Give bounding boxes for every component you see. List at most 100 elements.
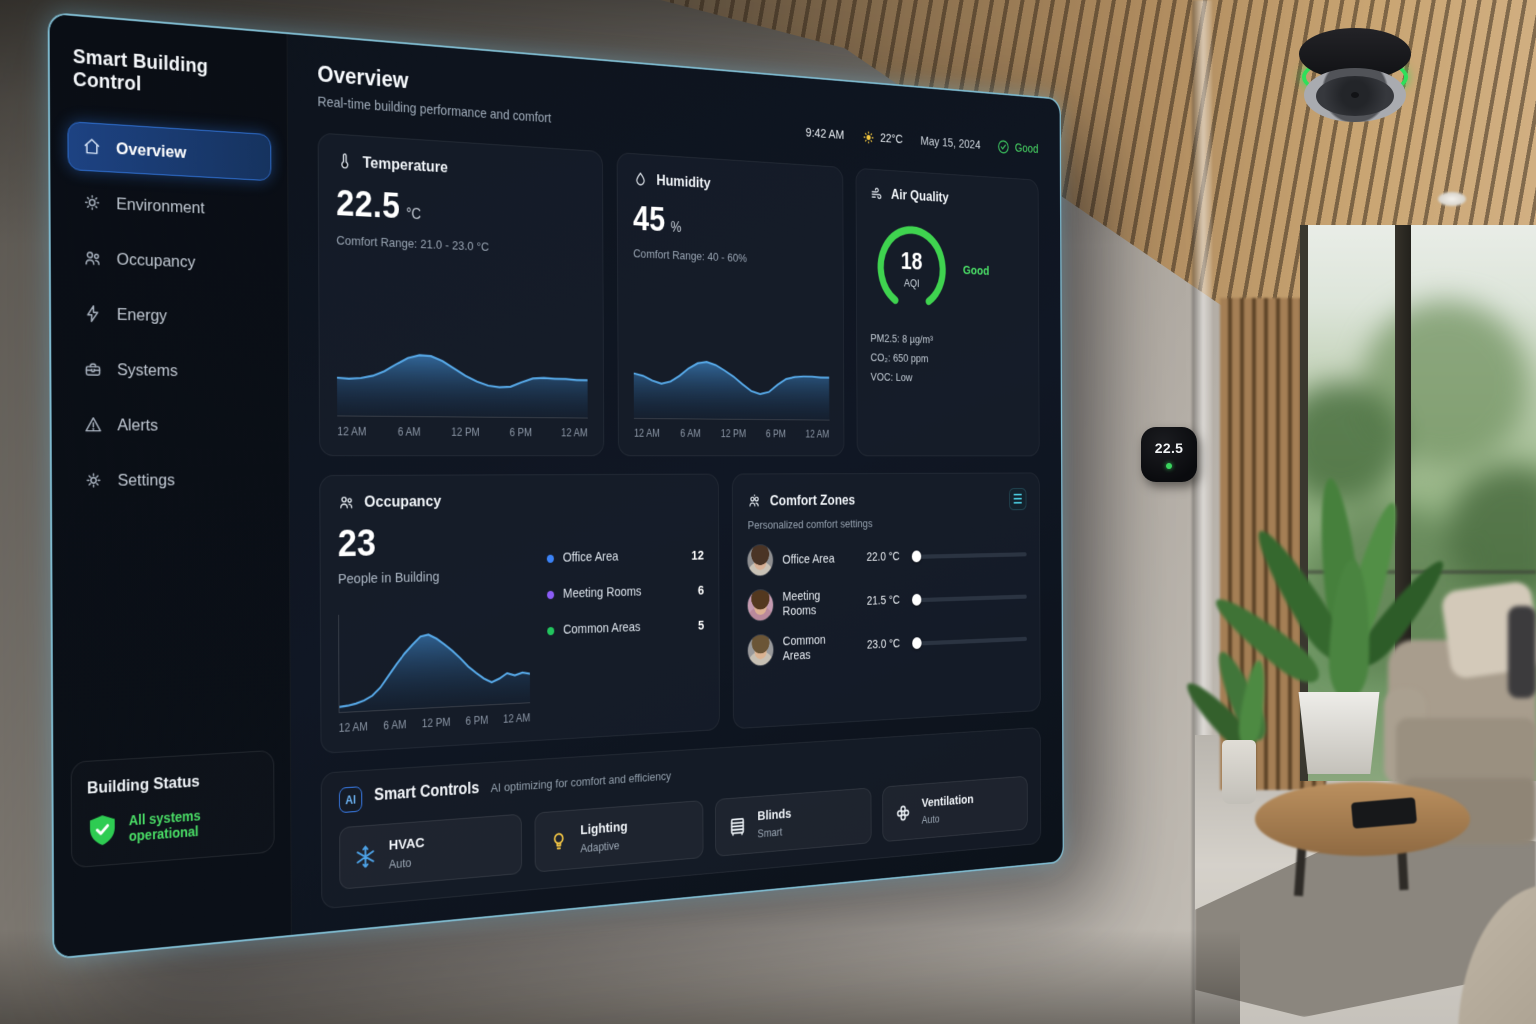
sidebar-item-energy[interactable]: Energy	[68, 289, 272, 343]
people-icon	[82, 247, 102, 269]
small-plant-pot	[1222, 740, 1256, 804]
legend-item-meeting-rooms: Meeting Rooms 6	[547, 583, 704, 603]
sidebar-item-overview[interactable]: Overview	[67, 121, 272, 182]
zone-row-office-area: Office Area 22.0 °C	[747, 540, 1027, 576]
sidebar-item-label: Overview	[115, 138, 187, 162]
weather-display: 22°C	[862, 129, 903, 147]
snowflake-icon	[354, 843, 377, 870]
building-status-message: All systems operational	[128, 807, 201, 845]
card-title: Comfort Zones	[769, 491, 856, 509]
temperature-value: 22.5	[336, 183, 401, 227]
sidebar-item-label: Settings	[117, 470, 175, 490]
avatar	[747, 544, 774, 576]
shield-check-icon	[89, 814, 115, 847]
humidity-value: 45	[632, 200, 666, 240]
sidebar-item-alerts[interactable]: Alerts	[69, 400, 273, 449]
droplet-icon	[633, 170, 648, 189]
ai-badge: AI	[338, 786, 363, 814]
humidity-comfort-range: Comfort Range: 40 - 60%	[633, 246, 747, 265]
x-tick: 6 PM	[465, 713, 489, 728]
slider-knob[interactable]	[911, 550, 922, 563]
app-title: Smart Building Control	[72, 45, 209, 96]
comfort-zones-subtitle: Personalized comfort settings	[747, 516, 873, 532]
avatar	[748, 634, 774, 666]
fan-icon	[894, 801, 912, 825]
thermostat-value: 22.5	[1154, 440, 1184, 456]
sidebar-item-label: Alerts	[117, 415, 159, 434]
x-tick: 12 AM	[338, 720, 368, 735]
x-tick: 6 AM	[680, 426, 701, 440]
legend-dot	[547, 626, 555, 635]
card-title: Air Quality	[890, 186, 949, 206]
hvac-control-button[interactable]: HVAC Auto	[339, 813, 523, 890]
comfort-zones-menu-button[interactable]	[1009, 487, 1027, 510]
x-tick: 6 AM	[383, 717, 407, 733]
wind-icon	[870, 185, 884, 203]
humidity-unit: %	[670, 220, 682, 236]
status-bar: 9:42 AM 22°C May 15, 2024 Good	[806, 124, 1039, 160]
humidity-card: Humidity 45% Comfort Range: 40 - 60%	[616, 152, 845, 456]
office-area-temp-slider[interactable]	[911, 550, 1027, 563]
time-display: 9:42 AM	[805, 125, 845, 143]
detector-center	[1351, 92, 1359, 98]
x-tick: 12 AM	[337, 424, 367, 438]
legend-item-office-area: Office Area 12	[547, 548, 704, 566]
x-tick: 12 PM	[451, 425, 480, 439]
blinds-control-button[interactable]: Blinds Smart	[715, 787, 872, 857]
blinds-icon	[728, 814, 748, 839]
sidebar-item-systems[interactable]: Systems	[69, 344, 273, 395]
x-tick: 12 PM	[421, 715, 451, 731]
occupancy-chart: 12 AM 6 AM 12 PM 6 PM 12 AM	[338, 608, 531, 735]
occupancy-legend: Office Area 12 Meeting Rooms 6 Common Ar…	[547, 516, 705, 723]
slider-knob[interactable]	[911, 593, 922, 606]
x-tick: 6 PM	[765, 427, 786, 440]
x-tick: 12 AM	[561, 426, 588, 439]
legend-item-common-areas: Common Areas 5	[547, 618, 704, 639]
sidebar: Smart Building Control Overview Environm…	[49, 13, 292, 958]
thermometer-icon	[336, 152, 353, 172]
sidebar-item-environment[interactable]: Environment	[68, 177, 272, 235]
legend-dot	[547, 554, 555, 563]
card-title: Temperature	[362, 153, 448, 177]
check-circle-icon	[997, 139, 1009, 155]
sidebar-item-settings[interactable]: Settings	[69, 456, 273, 505]
sofa-seat	[1396, 718, 1536, 788]
date-display: May 15, 2024	[920, 133, 981, 153]
lighting-control-button[interactable]: Lighting Adaptive	[534, 800, 704, 873]
building-status-card: Building Status All systems operational	[70, 749, 275, 869]
x-tick: 12 AM	[503, 711, 531, 726]
aqi-status: Good	[962, 263, 990, 279]
aqi-label: AQI	[903, 275, 920, 290]
humidity-chart: 12 AM 6 AM 12 PM 6 PM 12 AM	[633, 333, 829, 440]
group-icon	[747, 493, 762, 510]
sun-icon	[82, 192, 102, 214]
plant-pot	[1298, 692, 1380, 774]
dashboard-screen: Smart Building Control Overview Environm…	[47, 11, 1064, 960]
smoke-detector	[1296, 28, 1416, 122]
common-areas-temp-slider[interactable]	[912, 636, 1027, 650]
home-icon	[82, 136, 102, 158]
legend-dot	[547, 590, 555, 599]
temperature-chart: 12 AM 6 AM 12 PM 6 PM 12 AM	[336, 325, 588, 439]
temperature-comfort-range: Comfort Range: 21.0 - 23.0 °C	[336, 233, 490, 254]
card-title: Humidity	[656, 171, 711, 192]
aqi-metrics: PM2.5: 8 µg/m³ CO₂: 650 ppm VOC: Low	[870, 328, 1026, 389]
slider-knob[interactable]	[912, 637, 922, 650]
thermostat-status-led	[1166, 463, 1172, 469]
occupancy-value: 23	[337, 522, 376, 565]
building-status-title: Building Status	[86, 772, 200, 798]
wall-thermostat: 22.5	[1141, 427, 1197, 482]
meeting-rooms-temp-slider[interactable]	[911, 593, 1027, 606]
x-tick: 12 PM	[720, 427, 747, 440]
tablet-on-table	[1350, 797, 1418, 829]
smart-controls-title: Smart Controls	[374, 778, 480, 805]
ventilation-control-button[interactable]: Ventilation Auto	[882, 775, 1028, 843]
balcony-rail	[1300, 569, 1536, 574]
sidebar-item-occupancy[interactable]: Occupancy	[68, 233, 272, 289]
x-tick: 12 AM	[633, 426, 660, 440]
alert-triangle-icon	[83, 414, 103, 435]
zone-row-common-areas: Common Areas 23.0 °C	[748, 624, 1027, 666]
aqi-metric: VOC: Low	[870, 370, 913, 385]
temperature-unit: °C	[406, 206, 422, 223]
